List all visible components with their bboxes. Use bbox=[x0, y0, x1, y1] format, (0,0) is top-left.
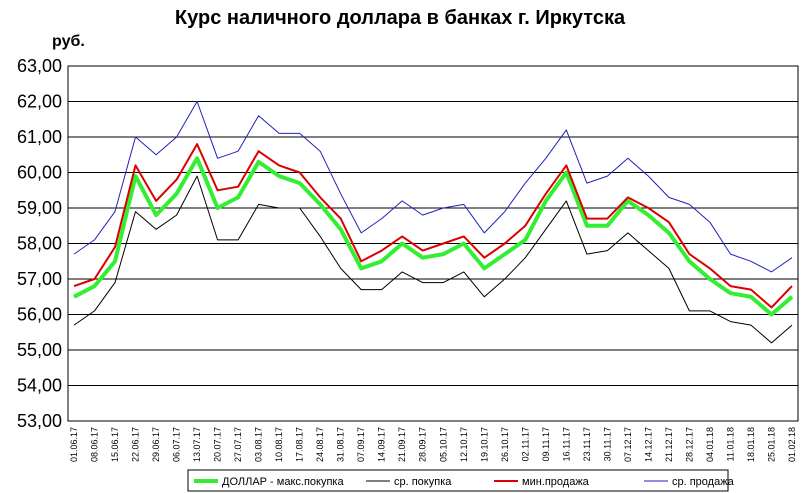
y-tick-label: 53,00 bbox=[17, 411, 62, 431]
x-tick-label: 21.12.17 bbox=[664, 427, 674, 462]
x-tick-label: 07.12.17 bbox=[623, 427, 633, 462]
x-tick-label: 02.11.17 bbox=[520, 427, 530, 461]
x-tick-label: 01.02.18 bbox=[787, 427, 797, 462]
x-tick-label: 18.01.18 bbox=[746, 427, 756, 462]
x-tick-label: 01.06.17 bbox=[69, 427, 79, 462]
x-tick-label: 14.09.17 bbox=[377, 427, 387, 462]
y-tick-label: 62,00 bbox=[17, 92, 62, 112]
x-tick-label: 31.08.17 bbox=[336, 427, 346, 462]
x-tick-label: 29.06.17 bbox=[151, 427, 161, 462]
x-tick-label: 28.09.17 bbox=[418, 427, 428, 462]
series-line bbox=[73, 156, 794, 317]
legend-entry: ср. продажа bbox=[672, 476, 735, 488]
x-tick-label: 04.01.18 bbox=[705, 427, 715, 462]
y-tick-label: 56,00 bbox=[17, 305, 62, 325]
x-tick-label: 16.11.17 bbox=[561, 427, 571, 461]
legend-entry: ДОЛЛАР - макс.покупка bbox=[222, 476, 344, 488]
series-line bbox=[73, 143, 793, 309]
x-tick-label: 19.10.17 bbox=[479, 427, 489, 462]
x-tick-label: 30.11.17 bbox=[602, 427, 612, 461]
x-tick-label: 23.11.17 bbox=[582, 427, 592, 461]
x-tick-label: 06.07.17 bbox=[172, 427, 182, 462]
x-tick-label: 12.10.17 bbox=[459, 427, 469, 462]
y-tick-label: 59,00 bbox=[17, 198, 62, 218]
y-tick-label: 54,00 bbox=[17, 376, 62, 396]
x-axis-tick-labels: 01.06.17 08.06.17 15.06.17 22.06.17 29.06.17… bbox=[69, 427, 797, 462]
y-tick-label: 57,00 bbox=[17, 269, 62, 289]
legend: ДОЛЛАР - макс.покупка ср. покупка мин.прод… bbox=[187, 469, 735, 492]
x-tick-label: 15.06.17 bbox=[110, 427, 120, 462]
plot-frame bbox=[67, 65, 799, 422]
legend-entry: мин.продажа bbox=[522, 476, 590, 488]
x-tick-label: 21.09.17 bbox=[397, 427, 407, 462]
x-tick-label: 05.10.17 bbox=[438, 427, 448, 462]
x-tick-label: 17.08.17 bbox=[295, 427, 305, 462]
y-tick-label: 61,00 bbox=[17, 127, 62, 147]
y-axis-unit-label: руб. bbox=[52, 33, 85, 50]
x-tick-label: 27.07.17 bbox=[233, 427, 243, 462]
series-lines bbox=[73, 101, 794, 344]
series-line bbox=[73, 175, 793, 344]
x-tick-label: 08.06.17 bbox=[90, 427, 100, 462]
x-tick-label: 28.12.17 bbox=[684, 427, 694, 462]
x-tick-label: 25.01.18 bbox=[766, 427, 776, 462]
x-tick-label: 11.01.18 bbox=[725, 427, 735, 461]
x-tick-label: 22.06.17 bbox=[131, 427, 141, 462]
x-tick-label: 20.07.17 bbox=[213, 427, 223, 462]
x-tick-label: 24.08.17 bbox=[315, 427, 325, 462]
series-line bbox=[73, 101, 793, 273]
x-tick-label: 09.11.17 bbox=[541, 427, 551, 461]
x-tick-label: 14.12.17 bbox=[643, 427, 653, 462]
y-tick-label: 58,00 bbox=[17, 234, 62, 254]
x-tick-label: 03.08.17 bbox=[254, 427, 264, 462]
chart-title: Курс наличного доллара в банках г. Иркут… bbox=[175, 7, 626, 29]
y-axis-tick-labels: 53,00 54,00 55,00 56,00 57,00 58,00 59,00 60,00… bbox=[17, 56, 62, 431]
y-tick-label: 60,00 bbox=[17, 163, 62, 183]
x-tick-label: 26.10.17 bbox=[500, 427, 510, 462]
y-tick-label: 55,00 bbox=[17, 340, 62, 360]
legend-entry: ср. покупка bbox=[394, 476, 452, 488]
y-tick-label: 63,00 bbox=[17, 56, 62, 76]
x-tick-label: 13.07.17 bbox=[192, 427, 202, 462]
x-tick-label: 10.08.17 bbox=[274, 427, 284, 462]
x-tick-label: 07.09.17 bbox=[356, 427, 366, 462]
legend-box bbox=[187, 469, 729, 492]
